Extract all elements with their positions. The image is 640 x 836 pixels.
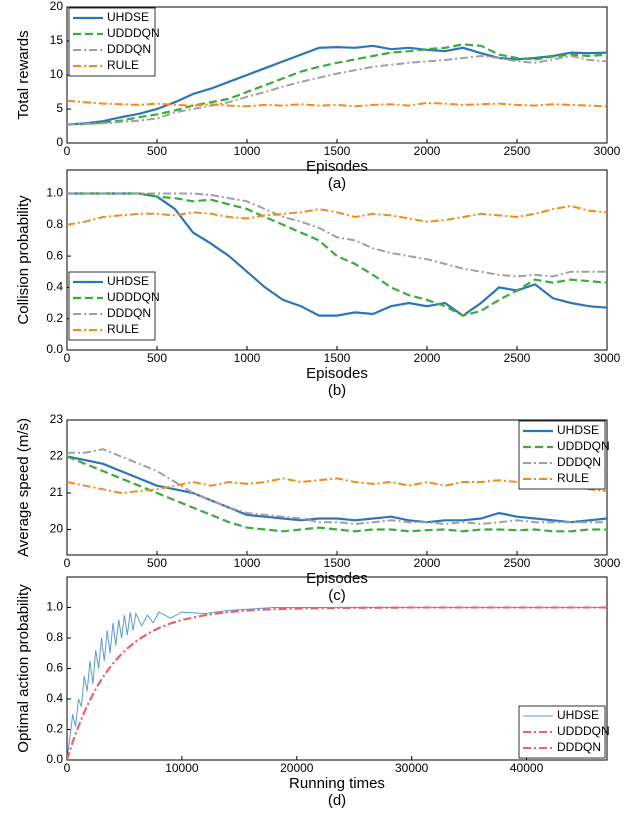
y-tick-label: 0.8 [46,630,63,644]
y-tick-label: 0.2 [46,311,63,325]
series-line [67,455,607,524]
legend-label: UDDDQN [107,290,160,304]
series-line [67,43,607,126]
x-tick-label: 1000 [234,351,261,365]
y-axis-label: Average speed (m/s) [15,418,32,557]
legend-box [518,705,606,759]
legend-label: UHDSE [107,10,149,24]
x-axis-label: Episodes [306,158,368,175]
x-tick-label: 0 [64,556,71,570]
y-tick-label: 1.0 [46,186,63,200]
x-axis-label: Episodes [306,570,368,587]
x-tick-label: 40000 [510,761,544,775]
legend-label: DDDQN [107,306,151,320]
series-line [67,204,607,226]
x-tick-label: 500 [147,351,167,365]
legend-label: DDDQN [557,455,601,469]
y-axis-label: Collision probability [15,195,32,325]
series-line [67,607,607,760]
series-line [67,54,607,126]
y-tick-label: 0.6 [46,661,63,675]
series-line [67,192,607,278]
y-tick-label: 0.0 [46,342,63,356]
y-axis-label: Optimal action probability [15,584,32,753]
x-tick-label: 1500 [324,144,351,158]
x-tick-label: 3000 [594,351,621,365]
legend-box [518,420,606,490]
legend-label: UDDDQN [557,724,610,738]
legend-box [68,7,156,77]
x-tick-label: 0 [64,351,71,365]
y-tick-label: 5 [56,101,63,115]
legend-box [68,271,156,341]
x-tick-label: 10000 [165,761,199,775]
y-tick-label: 20 [50,0,64,13]
series-line [67,44,607,126]
legend-label: UHDSE [107,274,149,288]
x-tick-label: 20000 [280,761,314,775]
x-tick-label: 500 [147,556,167,570]
y-tick-label: 0.6 [46,248,63,262]
legend-label: DDDQN [557,740,601,754]
y-tick-label: 20 [50,522,64,536]
x-tick-label: 0 [64,144,71,158]
x-axis-label: Running times [289,775,385,792]
x-tick-label: 3000 [594,144,621,158]
legend-label: RULE [107,322,139,336]
legend-label: DDDQN [107,42,151,56]
series-line [67,455,607,533]
y-tick-label: 1.0 [46,600,63,614]
legend-label: UHDSE [557,708,599,722]
y-tick-label: 23 [50,412,64,426]
y-tick-label: 0.4 [46,691,63,705]
legend-label: RULE [557,471,589,485]
y-axis-label: Total rewards [15,30,32,119]
x-axis-label: Episodes [306,365,368,382]
y-tick-label: 0.4 [46,280,63,294]
legend-label: UDDDQN [107,26,160,40]
legend-label: RULE [107,58,139,72]
x-tick-label: 30000 [395,761,429,775]
x-tick-label: 2500 [504,144,531,158]
x-tick-label: 2500 [504,556,531,570]
y-tick-label: 15 [50,33,64,47]
caption: (c) [328,587,346,604]
x-tick-label: 1500 [324,351,351,365]
y-tick-label: 0 [56,135,63,149]
x-tick-label: 1000 [234,556,261,570]
y-tick-label: 10 [50,67,64,81]
caption: (a) [328,175,346,192]
x-tick-label: 2000 [414,351,441,365]
x-tick-label: 0 [64,761,71,775]
y-tick-label: 21 [50,485,64,499]
x-tick-label: 2000 [414,556,441,570]
legend-label: UHDSE [557,423,599,437]
legend-label: UDDDQN [557,439,610,453]
caption: (b) [328,382,346,399]
x-tick-label: 3000 [594,556,621,570]
caption: (d) [328,792,346,809]
y-tick-label: 22 [50,449,64,463]
series-line [67,99,607,108]
y-tick-label: 0.0 [46,752,63,766]
x-tick-label: 500 [147,144,167,158]
x-tick-label: 2000 [414,144,441,158]
series-line [67,448,607,526]
x-tick-label: 2500 [504,351,531,365]
x-tick-label: 1500 [324,556,351,570]
series-line [67,192,607,317]
x-tick-label: 1000 [234,144,261,158]
series-line [67,606,607,760]
y-tick-label: 0.2 [46,722,63,736]
series-line [67,477,607,495]
y-tick-label: 0.8 [46,217,63,231]
